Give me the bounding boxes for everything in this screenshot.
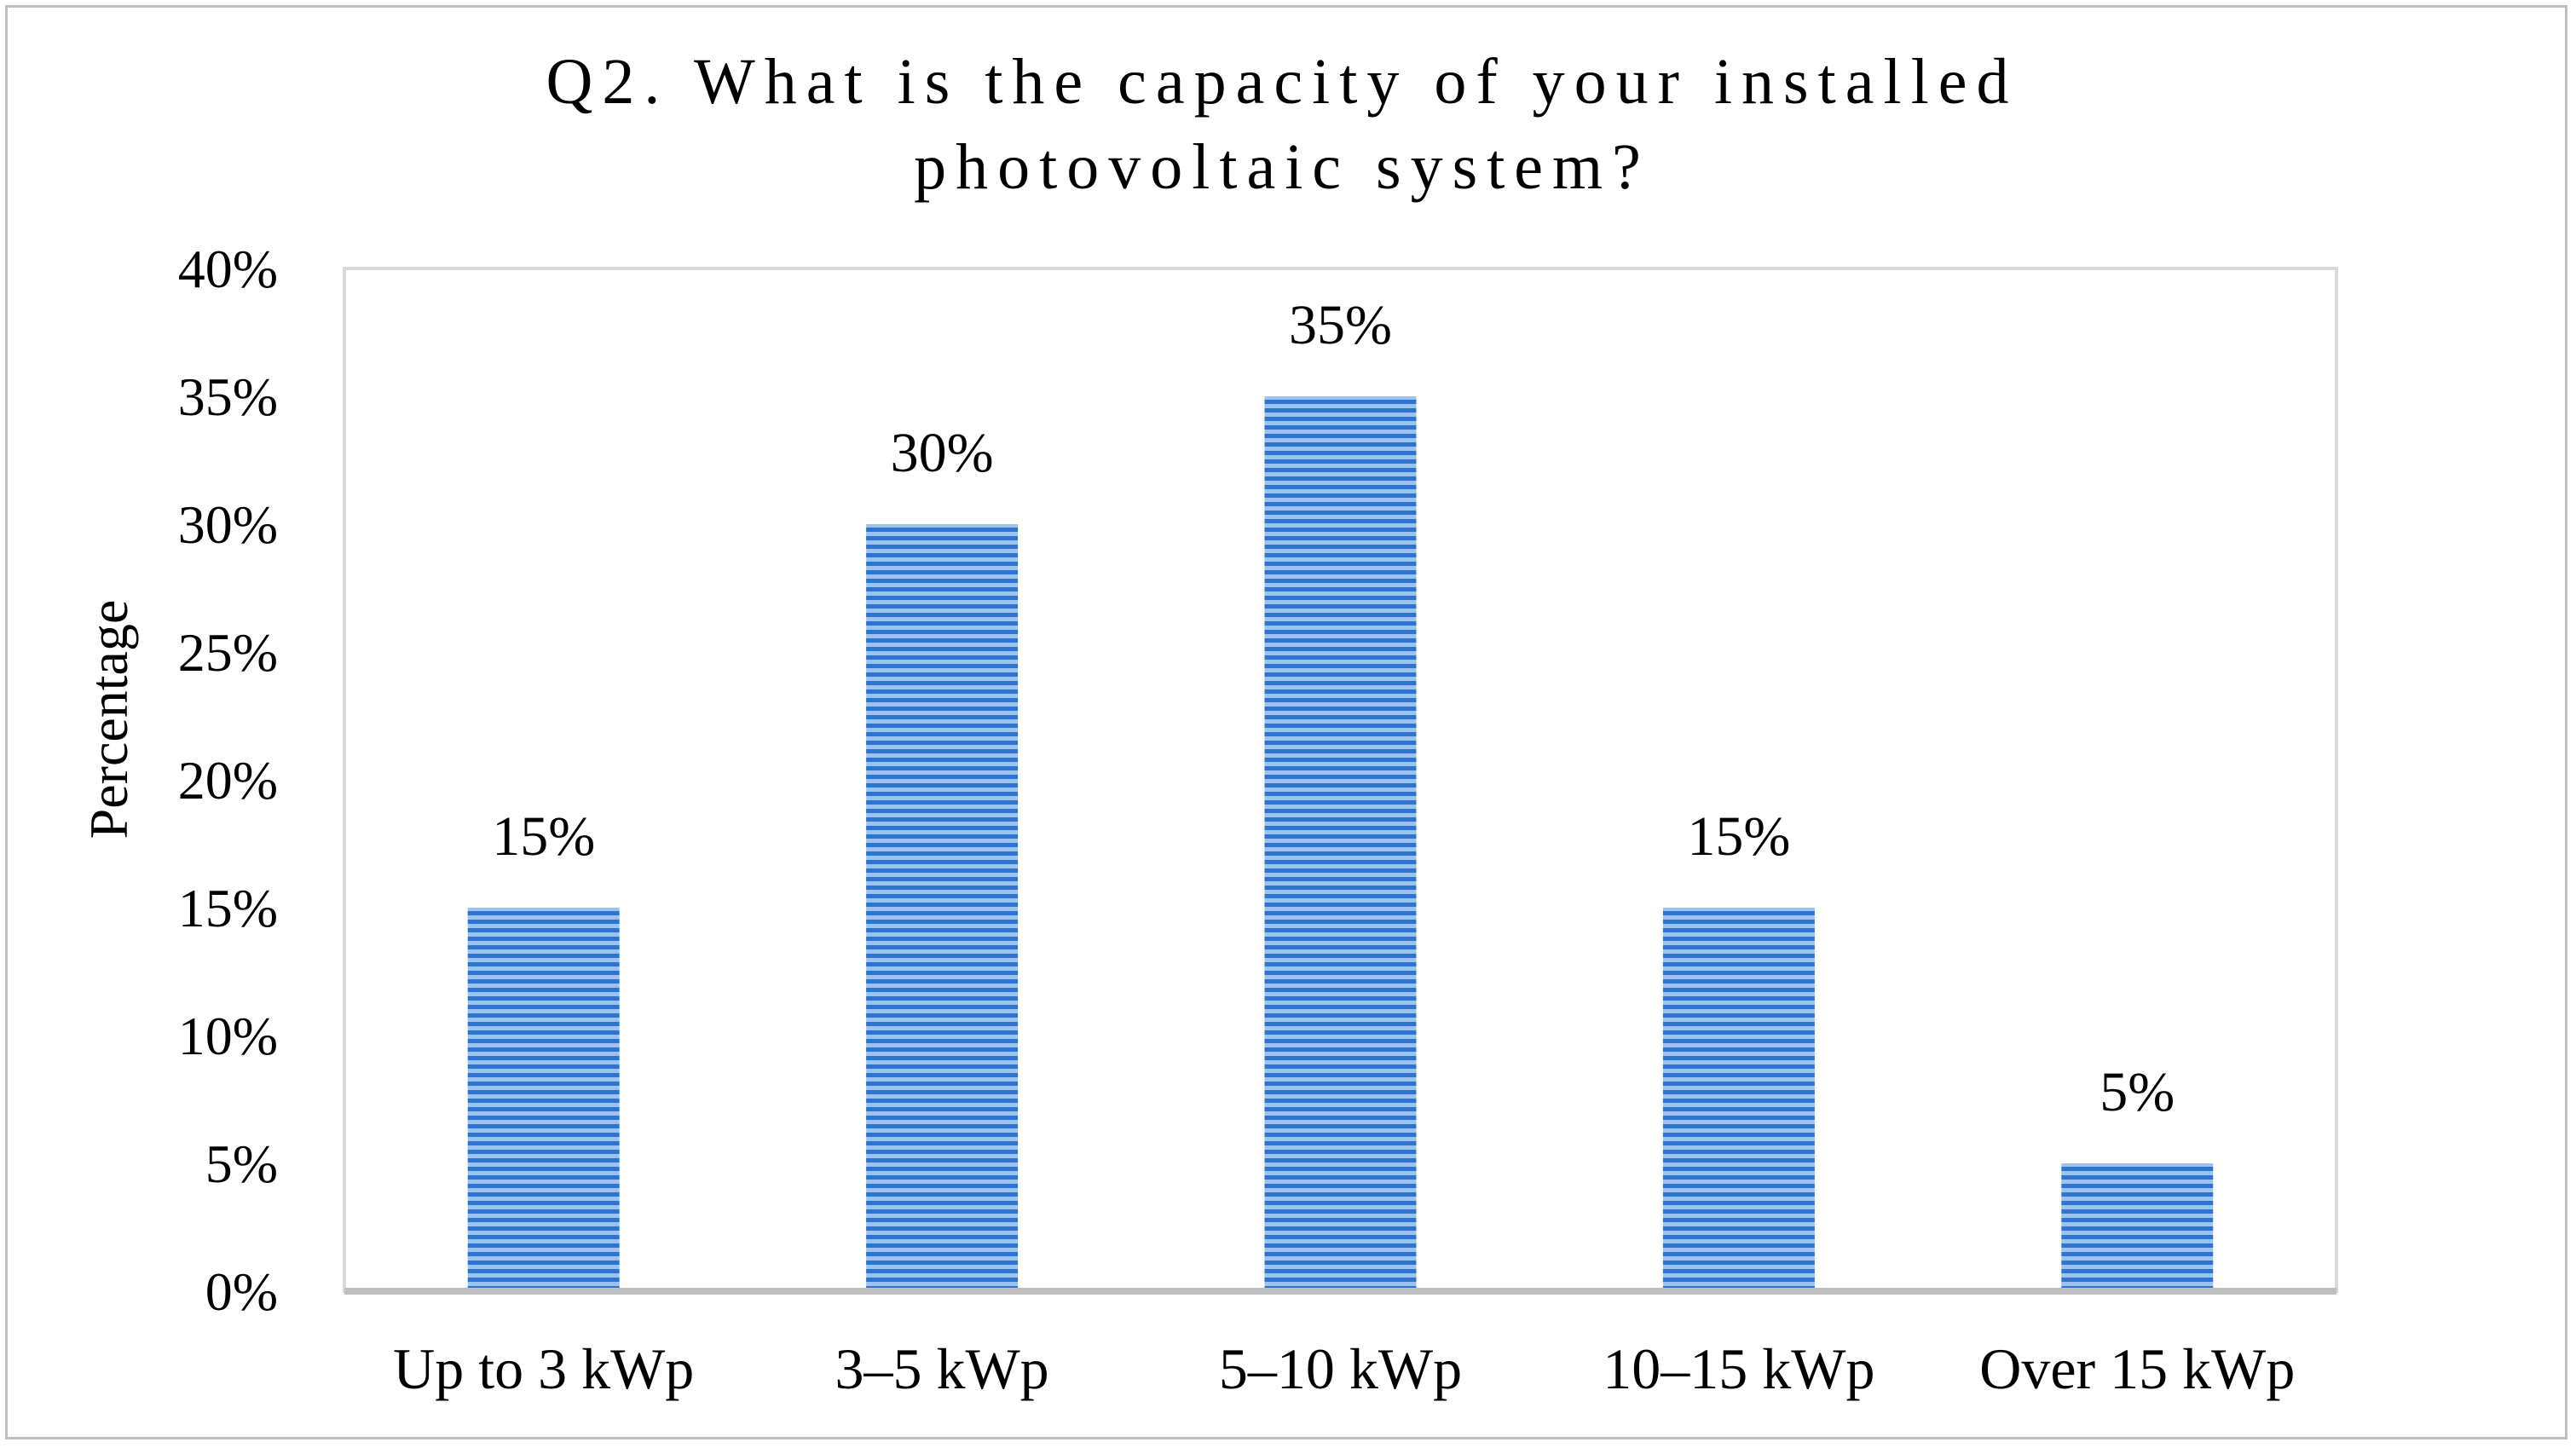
y-axis-ticks: 0% 5% 10% 15% 20% 25% 30% 35% 40% (178, 239, 278, 1322)
x-category-label: 3–5 kWp (835, 1336, 1049, 1401)
bar (1264, 396, 1417, 1291)
y-tick-label: 25% (178, 622, 278, 683)
y-tick-label: 40% (178, 239, 278, 299)
chart-title-line-2: photovoltaic system? (914, 131, 1650, 203)
bar (866, 524, 1019, 1291)
y-tick-label: 30% (178, 494, 278, 555)
y-tick-label: 15% (178, 878, 278, 938)
chart-title-line-1: Q2. What is the capacity of your install… (546, 46, 2019, 118)
x-category-label: 10–15 kWp (1603, 1336, 1874, 1401)
x-category-label: 5–10 kWp (1219, 1336, 1462, 1401)
bar-chart: Q2. What is the capacity of your install… (78, 46, 2338, 1401)
data-label: 15% (492, 805, 595, 868)
bars-group (467, 396, 2214, 1291)
bar (1662, 908, 1815, 1291)
bar (2061, 1163, 2214, 1291)
x-axis-labels: Up to 3 kWp 3–5 kWp 5–10 kWp 10–15 kWp Over … (393, 1336, 2295, 1401)
data-label: 15% (1687, 805, 1790, 868)
chart-frame: Q2. What is the capacity of your install… (5, 5, 2567, 1439)
y-tick-label: 5% (205, 1134, 278, 1194)
y-tick-label: 0% (205, 1261, 278, 1322)
data-label: 30% (891, 422, 994, 484)
y-tick-label: 10% (178, 1006, 278, 1066)
data-label: 5% (2099, 1061, 2175, 1123)
x-category-label: Over 15 kWp (1979, 1336, 2295, 1401)
x-category-label: Up to 3 kWp (393, 1336, 694, 1401)
bar (467, 908, 620, 1291)
data-label: 35% (1289, 294, 1392, 356)
y-tick-label: 20% (178, 750, 278, 811)
y-axis-title: Percentage (78, 600, 139, 839)
data-labels-group: 15% 30% 35% 15% 5% (492, 294, 2175, 1123)
y-tick-label: 35% (178, 366, 278, 427)
